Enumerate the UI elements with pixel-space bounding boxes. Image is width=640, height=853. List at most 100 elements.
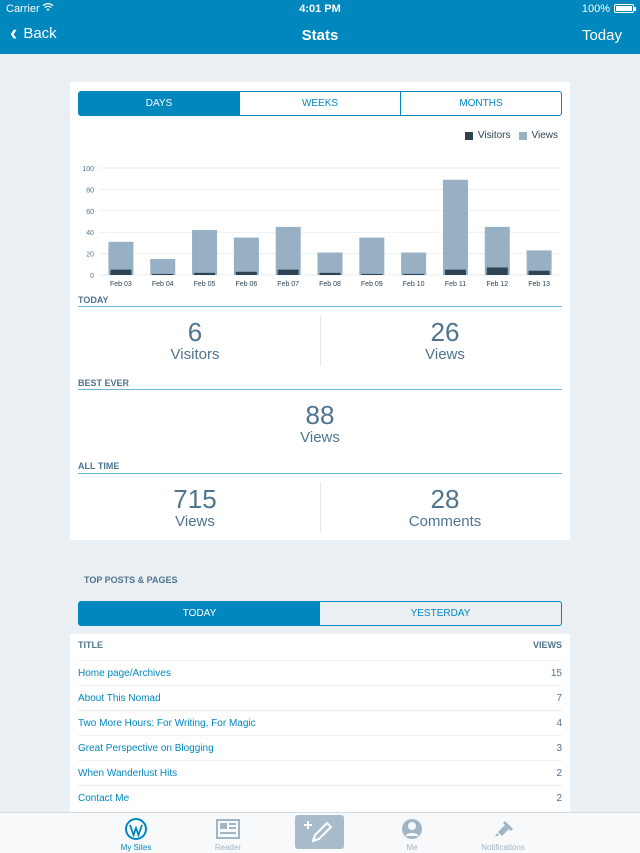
bar-views (359, 237, 385, 275)
table-row[interactable]: Contact Me 2 (78, 785, 562, 810)
post-title-link[interactable]: Two More Hours: For Writing, For Magic (78, 717, 256, 729)
bar-views (150, 258, 176, 275)
bar-visitors (528, 270, 550, 275)
stat-divider (320, 316, 321, 366)
views-chart: 100 80 60 40 20 0 Feb 03 Feb 04 Feb 05 Feb 06 Feb … (82, 166, 560, 288)
table-row[interactable]: When Wanderlust Hits 2 (78, 760, 562, 785)
y-tick-label: 0 (90, 273, 94, 280)
x-tick-label: Feb 13 (528, 281, 550, 288)
table-header: TITLE VIEWS (78, 640, 562, 650)
reader-icon (216, 819, 240, 839)
all-time-comments-stat: 28 Comments (320, 485, 570, 531)
post-views: 4 (556, 717, 562, 729)
tab-today[interactable]: TODAY (79, 602, 320, 625)
today-views-stat: 26 Views (320, 318, 570, 364)
today-views-value: 26 (430, 317, 460, 347)
x-tick-label: Feb 04 (152, 281, 174, 288)
bar-visitors (194, 272, 216, 275)
bar-visitors (277, 269, 299, 275)
bar-visitors (319, 272, 341, 275)
new-post-button[interactable] (295, 815, 344, 849)
section-best-ever-label: BEST EVER (78, 378, 130, 388)
post-views: 2 (556, 792, 562, 804)
all-time-comments-label: Comments (408, 513, 482, 530)
today-visitors-stat: 6 Visitors (70, 318, 320, 364)
back-label: Back (23, 24, 57, 42)
top-posts-table: TITLE VIEWS Home page/Archives 15 About … (70, 634, 570, 812)
bar-views (484, 226, 510, 275)
today-button[interactable]: Today (581, 27, 622, 44)
x-tick-label: Feb 08 (319, 281, 341, 288)
bar-visitors (110, 269, 132, 275)
status-bar: Carrier 4:01 PM 100% (0, 0, 640, 18)
bar-visitors (235, 271, 257, 275)
chart-legend: Visitors Views (464, 130, 558, 141)
bar-views (108, 241, 134, 275)
bar-visitors (403, 273, 425, 275)
chevron-left-icon: ‹ (10, 20, 18, 45)
navigation-bar: Carrier 4:01 PM 100% ‹ Back Stats Today (0, 0, 640, 54)
x-tick-label: Feb 10 (403, 281, 425, 288)
stats-card: DAYS WEEKS MONTHS Visitors Views 100 80 60… (70, 82, 570, 540)
top-posts-period-selector: TODAY YESTERDAY (78, 601, 562, 626)
post-title-link[interactable]: Great Perspective on Blogging (78, 742, 214, 754)
post-title-link[interactable]: Contact Me (78, 792, 130, 804)
table-row[interactable]: Home page/Archives 15 (78, 660, 562, 685)
divider (78, 306, 562, 307)
all-time-comments-value: 28 (430, 484, 460, 514)
x-tick-label: Feb 03 (110, 281, 132, 288)
x-tick-label: Feb 05 (194, 281, 216, 288)
wordpress-icon (125, 818, 147, 840)
legend-views: Views (518, 130, 558, 141)
tab-yesterday[interactable]: YESTERDAY (410, 608, 471, 619)
all-time-views-value: 715 (173, 484, 217, 514)
tab-reader[interactable]: Reader (188, 818, 268, 852)
top-posts-heading: TOP POSTS & PAGES (84, 575, 178, 585)
tab-my-sites[interactable]: My Sites (96, 818, 176, 852)
all-time-views-stat: 715 Views (70, 485, 320, 531)
best-ever-views-value: 88 (305, 400, 335, 430)
bar-views (401, 252, 427, 275)
column-title: TITLE (78, 640, 103, 650)
bar-visitors (152, 273, 174, 275)
tab-months[interactable]: MONTHS (459, 98, 503, 109)
x-tick-label: Feb 12 (486, 281, 508, 288)
divider (78, 473, 562, 474)
table-row[interactable]: Two More Hours: For Writing, For Magic 4 (78, 710, 562, 735)
table-row[interactable]: Great Perspective on Blogging 3 (78, 735, 562, 760)
bar-views (233, 237, 259, 275)
table-row[interactable]: About This Nomad 7 (78, 685, 562, 710)
post-title-link[interactable]: About This Nomad (78, 692, 161, 704)
section-all-time-label: ALL TIME (78, 461, 120, 471)
wifi-icon (42, 2, 54, 11)
today-visitors-value: 6 (187, 317, 203, 347)
legend-visitors: Visitors (464, 130, 511, 141)
tab-me[interactable]: Me (372, 818, 452, 852)
me-icon (402, 819, 422, 839)
bar-views (442, 179, 468, 275)
best-ever-views-label: Views (300, 429, 340, 446)
column-views: VIEWS (532, 640, 562, 650)
battery-percent: 100% (581, 3, 610, 15)
y-tick-label: 80 (86, 187, 94, 194)
carrier-label: Carrier (6, 3, 40, 15)
all-time-views-label: Views (175, 513, 215, 530)
post-title-link[interactable]: Home page/Archives (78, 667, 171, 679)
back-button[interactable]: ‹ Back (10, 20, 57, 45)
x-tick-label: Feb 09 (361, 281, 383, 288)
clock: 4:01 PM (299, 3, 341, 15)
divider (78, 389, 562, 390)
post-title-link[interactable]: When Wanderlust Hits (78, 767, 178, 779)
tab-weeks[interactable]: WEEKS (240, 92, 401, 115)
bar-views (192, 230, 218, 275)
x-tick-label: Feb 06 (235, 281, 257, 288)
tab-days[interactable]: DAYS (79, 92, 240, 115)
today-views-label: Views (425, 346, 465, 363)
bar-visitors (444, 269, 466, 275)
bar-views (317, 252, 343, 275)
bell-icon (495, 820, 514, 837)
y-tick-label: 20 (86, 252, 94, 259)
x-tick-label: Feb 07 (277, 281, 299, 288)
tab-label: Notifications (481, 843, 525, 852)
tab-notifications[interactable]: Notifications (463, 818, 543, 852)
